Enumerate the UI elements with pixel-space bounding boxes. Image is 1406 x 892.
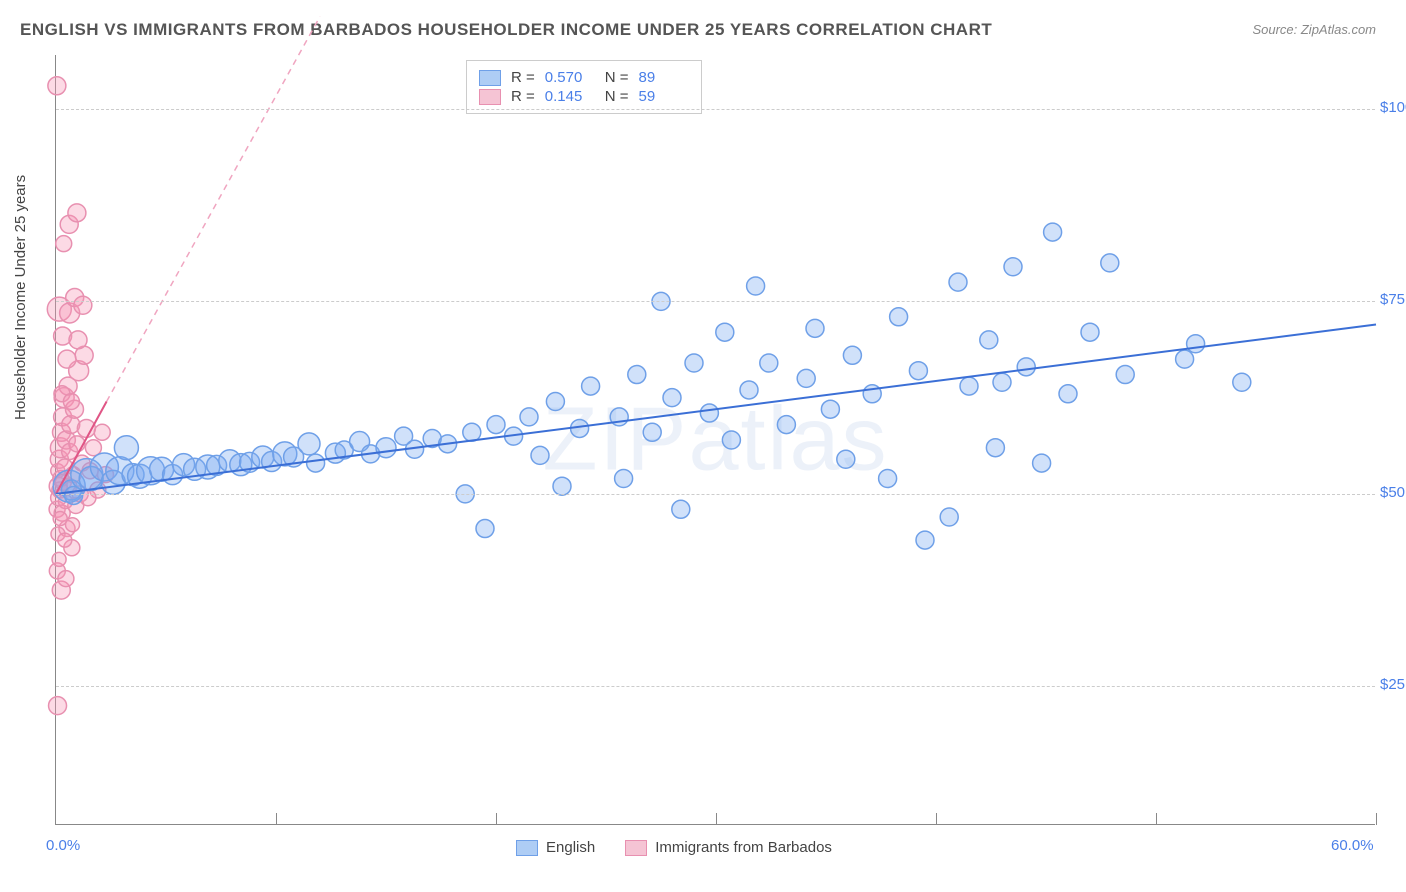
source-label: Source: ZipAtlas.com (1252, 22, 1376, 37)
legend-row-barbados: R = 0.145 N = 59 (479, 88, 689, 105)
swatch-barbados (479, 89, 501, 105)
y-axis-label: Householder Income Under 25 years (12, 175, 29, 420)
legend-item-english: English (516, 839, 595, 856)
x-tick-label: 60.0% (1331, 837, 1374, 854)
legend-label-english: English (546, 839, 595, 856)
swatch-english-bottom (516, 840, 538, 856)
plot-svg (56, 55, 1375, 824)
x-tick-label: 0.0% (46, 837, 80, 854)
y-tick-label: $100,000 (1380, 99, 1406, 116)
swatch-barbados-bottom (625, 840, 647, 856)
r-label: R = (511, 69, 535, 86)
chart-title: ENGLISH VS IMMIGRANTS FROM BARBADOS HOUS… (20, 20, 992, 40)
gridline-h (56, 109, 1375, 110)
legend-row-english: R = 0.570 N = 89 (479, 69, 689, 86)
y-tick-label: $25,000 (1380, 676, 1406, 693)
legend-label-barbados: Immigrants from Barbados (655, 839, 832, 856)
chart-area: ZIPatlas R = 0.570 N = 89 R = 0.145 N = … (55, 55, 1375, 825)
x-tick-mark (716, 813, 717, 825)
barbados-r-value: 0.145 (545, 88, 595, 105)
r-label: R = (511, 88, 535, 105)
x-tick-mark (936, 813, 937, 825)
gridline-h (56, 686, 1375, 687)
n-label: N = (605, 69, 629, 86)
legend-series: English Immigrants from Barbados (516, 839, 832, 856)
x-tick-mark (1376, 813, 1377, 825)
swatch-english (479, 70, 501, 86)
gridline-h (56, 301, 1375, 302)
n-label: N = (605, 88, 629, 105)
legend-item-barbados: Immigrants from Barbados (625, 839, 832, 856)
x-tick-mark (496, 813, 497, 825)
y-tick-label: $50,000 (1380, 484, 1406, 501)
barbados-n-value: 59 (639, 88, 689, 105)
y-tick-label: $75,000 (1380, 291, 1406, 308)
gridline-h (56, 494, 1375, 495)
english-n-value: 89 (639, 69, 689, 86)
x-tick-mark (276, 813, 277, 825)
x-tick-mark (1156, 813, 1157, 825)
english-r-value: 0.570 (545, 69, 595, 86)
legend-correlation: R = 0.570 N = 89 R = 0.145 N = 59 (466, 60, 702, 114)
